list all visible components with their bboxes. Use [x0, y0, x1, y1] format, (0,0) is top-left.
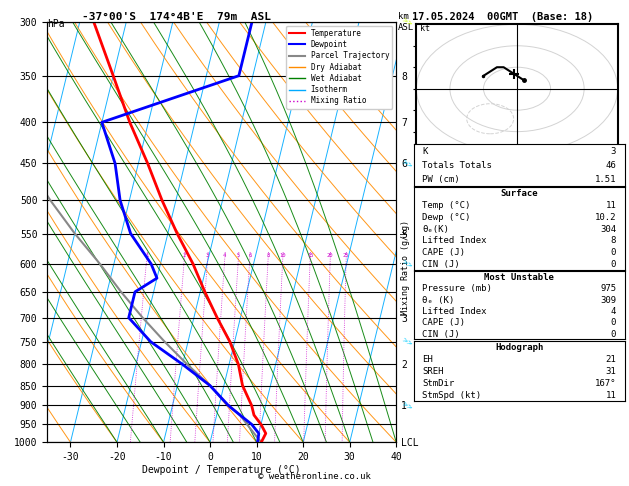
Text: >>: >>	[401, 158, 414, 169]
Text: 2: 2	[183, 253, 186, 258]
Text: 304: 304	[600, 225, 616, 233]
Text: 3: 3	[611, 147, 616, 156]
Text: 0: 0	[611, 318, 616, 327]
Text: 4: 4	[223, 253, 226, 258]
Text: PW (cm): PW (cm)	[422, 175, 460, 184]
Text: >>: >>	[401, 336, 414, 347]
Text: >>: >>	[401, 17, 414, 27]
Text: Totals Totals: Totals Totals	[422, 161, 492, 170]
Legend: Temperature, Dewpoint, Parcel Trajectory, Dry Adiabat, Wet Adiabat, Isotherm, Mi: Temperature, Dewpoint, Parcel Trajectory…	[286, 26, 392, 108]
Text: CAPE (J): CAPE (J)	[422, 248, 465, 257]
Text: 4: 4	[611, 307, 616, 316]
Text: hPa: hPa	[47, 19, 65, 30]
Text: >>: >>	[401, 259, 414, 269]
Text: 21: 21	[606, 355, 616, 364]
Text: 0: 0	[611, 248, 616, 257]
Text: © weatheronline.co.uk: © weatheronline.co.uk	[258, 472, 371, 481]
Text: 10: 10	[279, 253, 286, 258]
Text: 11: 11	[606, 391, 616, 400]
Text: Most Unstable: Most Unstable	[484, 273, 554, 282]
Text: 167°: 167°	[594, 379, 616, 388]
Text: Temp (°C): Temp (°C)	[422, 201, 470, 210]
Text: 1.51: 1.51	[594, 175, 616, 184]
Text: EH: EH	[422, 355, 433, 364]
Text: 20: 20	[327, 253, 333, 258]
Text: Dewp (°C): Dewp (°C)	[422, 213, 470, 222]
Text: SREH: SREH	[422, 367, 444, 376]
Text: CIN (J): CIN (J)	[422, 330, 460, 339]
Text: Mixing Ratio (g/kg): Mixing Ratio (g/kg)	[401, 220, 410, 315]
Text: θₑ(K): θₑ(K)	[422, 225, 449, 233]
Text: StmDir: StmDir	[422, 379, 455, 388]
Text: 46: 46	[606, 161, 616, 170]
Text: Hodograph: Hodograph	[495, 343, 543, 352]
Text: 975: 975	[600, 284, 616, 293]
Text: 8: 8	[611, 236, 616, 245]
Text: Lifted Index: Lifted Index	[422, 236, 487, 245]
Text: Lifted Index: Lifted Index	[422, 307, 487, 316]
Text: 17.05.2024  00GMT  (Base: 18): 17.05.2024 00GMT (Base: 18)	[412, 12, 593, 22]
Text: 15: 15	[307, 253, 313, 258]
Text: >>: >>	[401, 400, 414, 411]
Text: θₑ (K): θₑ (K)	[422, 295, 455, 305]
Text: CIN (J): CIN (J)	[422, 260, 460, 269]
Text: Surface: Surface	[501, 189, 538, 198]
Text: 11: 11	[606, 201, 616, 210]
Text: 25: 25	[343, 253, 350, 258]
Text: 5: 5	[237, 253, 240, 258]
Text: km
ASL: km ASL	[398, 12, 414, 32]
Text: -37°00'S  174°4B'E  79m  ASL: -37°00'S 174°4B'E 79m ASL	[82, 12, 270, 22]
Text: 3: 3	[206, 253, 209, 258]
Text: 8: 8	[267, 253, 270, 258]
Text: StmSpd (kt): StmSpd (kt)	[422, 391, 481, 400]
Text: kt: kt	[420, 24, 430, 33]
Text: 309: 309	[600, 295, 616, 305]
Text: 10.2: 10.2	[594, 213, 616, 222]
Text: 1: 1	[145, 253, 148, 258]
X-axis label: Dewpoint / Temperature (°C): Dewpoint / Temperature (°C)	[142, 465, 301, 475]
Text: K: K	[422, 147, 428, 156]
Text: CAPE (J): CAPE (J)	[422, 318, 465, 327]
Text: 6: 6	[248, 253, 252, 258]
Text: Pressure (mb): Pressure (mb)	[422, 284, 492, 293]
Text: 0: 0	[611, 260, 616, 269]
Text: 0: 0	[611, 330, 616, 339]
Text: 31: 31	[606, 367, 616, 376]
